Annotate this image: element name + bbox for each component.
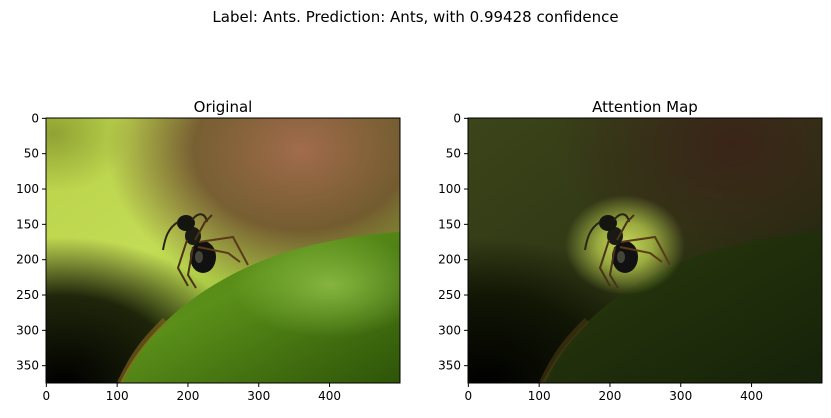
attention-xtick-label: 400 <box>740 389 763 403</box>
attention-ytick-label: 300 <box>438 323 461 337</box>
attention-xtick-label: 200 <box>599 389 622 403</box>
original-ytick-label: 350 <box>16 359 39 373</box>
attention-xtick-label: 100 <box>528 389 551 403</box>
original-ytick-label: 300 <box>16 323 39 337</box>
subplot-title-original: Original <box>194 98 253 116</box>
original-ytick-label: 200 <box>16 253 39 267</box>
attention-xtick-label: 0 <box>465 389 473 403</box>
attention-ytick-label: 50 <box>446 147 461 161</box>
original-xtick-label: 200 <box>177 389 200 403</box>
ant-attention <box>584 213 671 289</box>
original-ytick-label: 50 <box>24 147 39 161</box>
original-ytick-label: 100 <box>16 182 39 196</box>
attention-ytick-label: 200 <box>438 253 461 267</box>
subplot-attention-map: Attention Map <box>438 98 823 403</box>
attention-image <box>468 118 822 383</box>
original-ytick-label: 250 <box>16 288 39 302</box>
attention-xtick-label: 300 <box>669 389 692 403</box>
attention-ytick-label: 250 <box>438 288 461 302</box>
axes-original: 0 100 200 300 400 0 50 100 150 200 250 300 350 <box>16 111 341 403</box>
attention-ytick-label: 150 <box>438 217 461 231</box>
attention-ytick-label: 350 <box>438 359 461 373</box>
original-ytick-label: 0 <box>31 111 39 125</box>
original-image <box>46 118 400 383</box>
subplot-title-attention: Attention Map <box>592 98 698 116</box>
ant-original <box>162 213 249 289</box>
original-xtick-label: 0 <box>43 389 51 403</box>
subplot-original: Original <box>16 98 401 403</box>
original-ytick-label: 150 <box>16 217 39 231</box>
attention-ytick-label: 0 <box>453 111 461 125</box>
attention-ytick-label: 100 <box>438 182 461 196</box>
figure-suptitle: Label: Ants. Prediction: Ants, with 0.99… <box>212 8 619 26</box>
original-xtick-label: 400 <box>318 389 341 403</box>
original-xtick-label: 300 <box>247 389 270 403</box>
original-xtick-label: 100 <box>106 389 129 403</box>
axes-attention: 0 100 200 300 400 0 50 100 150 200 250 300 350 <box>438 111 763 403</box>
